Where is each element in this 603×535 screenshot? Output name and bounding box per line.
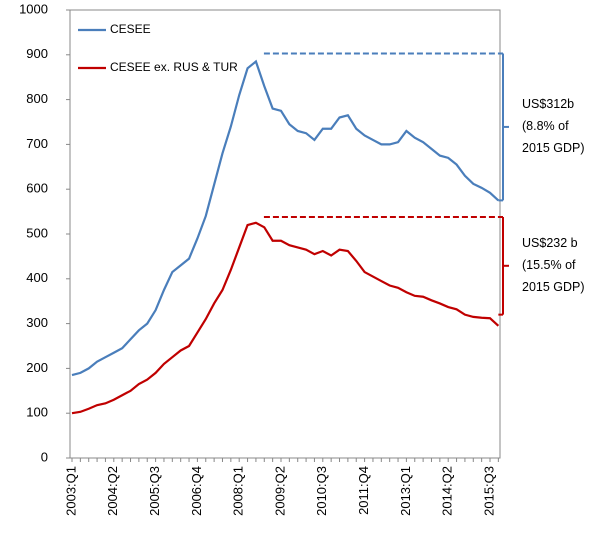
x-tick-label: 2013:Q1 [398, 466, 413, 516]
y-tick-label: 900 [26, 46, 48, 61]
x-tick-label: 2004:Q2 [105, 466, 120, 516]
x-tick-label: 2009:Q2 [272, 466, 287, 516]
line-series [71, 221, 500, 415]
y-tick-label: 600 [26, 181, 48, 196]
y-tick-label: 0 [41, 449, 48, 464]
x-tick-label: 2011:Q4 [356, 466, 371, 515]
annotation-text: (15.5% of [522, 258, 576, 272]
plot-frame [69, 9, 501, 459]
line-series [71, 59, 500, 377]
x-tick-label: 2006:Q4 [189, 466, 204, 516]
y-tick-label: 700 [26, 136, 48, 151]
x-tick-label: 2010:Q3 [314, 466, 329, 516]
x-tick-label: 2008:Q1 [231, 466, 246, 516]
x-tick-label: 2003:Q1 [63, 466, 78, 516]
y-tick-label: 400 [26, 270, 48, 285]
y-tick-label: 800 [26, 91, 48, 106]
x-tick-label: 2005:Q3 [147, 466, 162, 516]
y-tick-label: 200 [26, 360, 48, 375]
x-tick-label: 2014:Q2 [440, 466, 455, 516]
annotation-text: 2015 GDP) [522, 280, 585, 294]
y-tick-label: 1000 [19, 1, 48, 16]
annotation-text: US$312b [522, 97, 574, 111]
annotation: US$232 b (15.5% of 2015 GDP) [263, 215, 585, 316]
annotation-text: US$232 b [522, 236, 578, 250]
annotation-text: 2015 GDP) [522, 141, 585, 155]
annotation: US$312b (8.8% of 2015 GDP) [263, 52, 585, 202]
y-tick-label: 100 [26, 405, 48, 420]
y-tick-label: 500 [26, 225, 48, 240]
legend-label: CESEE ex. RUS & TUR [110, 60, 238, 74]
annotation-text: (8.8% of [522, 119, 569, 133]
y-tick-label: 300 [26, 315, 48, 330]
legend-label: CESEE [110, 22, 151, 36]
x-tick-label: 2015:Q3 [481, 466, 496, 516]
